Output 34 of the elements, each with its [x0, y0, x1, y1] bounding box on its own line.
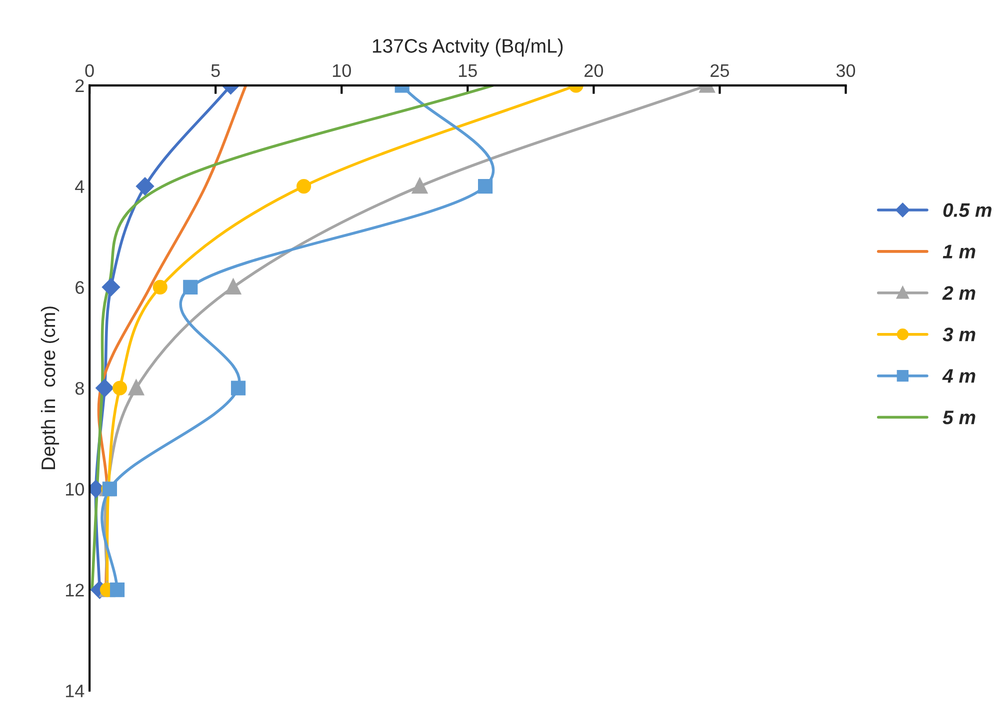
- x-tick-label: 15: [458, 64, 477, 78]
- point: [296, 179, 312, 194]
- y-tick-label: 2: [76, 79, 84, 92]
- x-axis-title: 137Cs Actvity (Bq/mL): [372, 38, 563, 57]
- legend-label: 0.5 m: [943, 203, 992, 217]
- y-tick-label: 4: [75, 180, 84, 193]
- x-tick-label: 20: [584, 64, 604, 78]
- legend-label: 4 m: [942, 369, 976, 383]
- point: [102, 278, 120, 296]
- legend-label: 2 m: [942, 286, 976, 300]
- y-axis-title: Depth in core (cm): [40, 306, 60, 470]
- y-tick-label: 10: [66, 482, 84, 496]
- point: [230, 380, 246, 396]
- x-tick-label: 10: [332, 64, 351, 78]
- legend-label: 5 m: [942, 410, 976, 424]
- point: [226, 280, 241, 294]
- y-tick-label: 14: [66, 684, 84, 698]
- y-tick-label: 8: [75, 382, 84, 395]
- point: [128, 380, 144, 396]
- x-tick-label: 0: [85, 64, 94, 78]
- legend-label: 3 m: [942, 328, 976, 342]
- point: [152, 280, 168, 294]
- x-tick-label: 5: [211, 64, 220, 78]
- point: [136, 178, 154, 195]
- x-tick-label: 25: [710, 64, 729, 78]
- legend-label: 1 m: [942, 244, 976, 258]
- point: [478, 179, 493, 194]
- x-tick-label: 30: [836, 64, 856, 78]
- y-tick-label: 12: [66, 584, 84, 596]
- point: [110, 582, 125, 598]
- point: [183, 280, 198, 294]
- y-tick-label: 6: [76, 281, 84, 294]
- point: [112, 380, 128, 396]
- point: [96, 379, 114, 397]
